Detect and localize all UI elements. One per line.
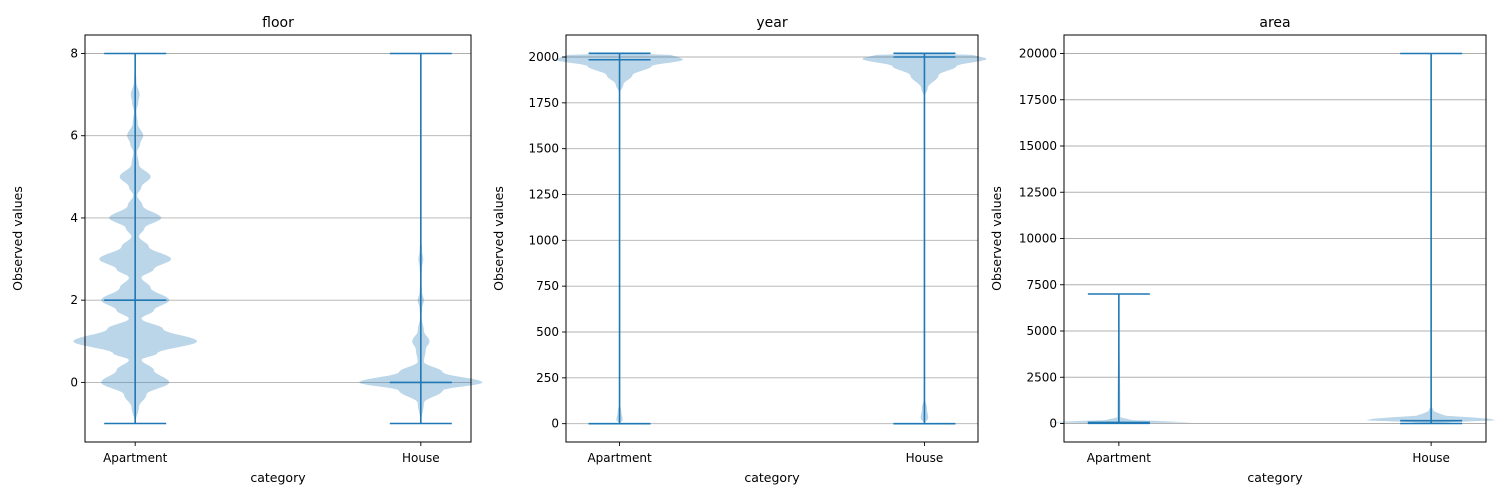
y-tick-label: 0 (551, 417, 559, 431)
plot-frame (565, 34, 979, 443)
y-tick-label: 1250 (528, 188, 559, 202)
y-tick-label: 1750 (528, 96, 559, 110)
y-tick-label: 5000 (1026, 324, 1057, 338)
panel-title: year (756, 15, 787, 31)
y-tick-label: 1500 (528, 142, 559, 156)
panel-title: floor (262, 15, 294, 31)
x-tick-label: Apartment (1087, 451, 1151, 465)
y-tick-label: 250 (536, 371, 559, 385)
y-tick-label: 0 (70, 375, 78, 389)
panel-year: 0 250 500 750 1000 1250 1500 1750 2000 Apartment H… (491, 15, 987, 485)
panel-title: area (1259, 15, 1290, 31)
y-tick-label: 17500 (1019, 93, 1057, 107)
y-tick-label: 15000 (1019, 139, 1057, 153)
y-tick-label: 2500 (1026, 370, 1057, 384)
violin-house (1366, 52, 1496, 425)
y-tick-label: 2000 (528, 50, 559, 64)
y-tick-label: 10000 (1019, 232, 1057, 246)
violin-apartment (555, 52, 684, 425)
violin-house (359, 52, 483, 425)
y-tick-label: 0 (1049, 417, 1057, 431)
violin-house (862, 52, 987, 425)
plot-frame (84, 34, 472, 443)
y-tick-label: 7500 (1026, 278, 1057, 292)
y-axis-label: Observed values (491, 186, 506, 291)
violin-apartment (1045, 293, 1193, 425)
y-tick-label: 12500 (1019, 185, 1057, 199)
y-tick-label: 4 (70, 211, 78, 225)
x-tick-label: House (1412, 451, 1450, 465)
y-tick-label: 1000 (528, 233, 559, 247)
y-axis-label: Observed values (10, 186, 25, 291)
x-axis-label: category (250, 470, 306, 485)
y-tick-label: 2 (70, 293, 78, 307)
x-tick-label: Apartment (587, 451, 651, 465)
y-tick-label: 6 (70, 129, 78, 143)
violin-apartment (73, 52, 198, 425)
y-tick-label: 8 (70, 47, 78, 61)
y-axis-label: Observed values (989, 186, 1004, 291)
y-tick-label: 20000 (1019, 47, 1057, 61)
x-tick-label: House (402, 451, 440, 465)
panel-floor: 0 2 4 6 8 Apartment House floor category Observed… (10, 15, 483, 485)
x-tick-label: Apartment (103, 451, 167, 465)
x-tick-label: House (906, 451, 944, 465)
panel-area: 0 2500 5000 7500 10000 12500 15000 17500 20000 Ap… (989, 15, 1496, 485)
x-axis-label: category (744, 470, 800, 485)
y-tick-label: 750 (536, 279, 559, 293)
y-tick-label: 500 (536, 325, 559, 339)
x-axis-label: category (1247, 470, 1303, 485)
